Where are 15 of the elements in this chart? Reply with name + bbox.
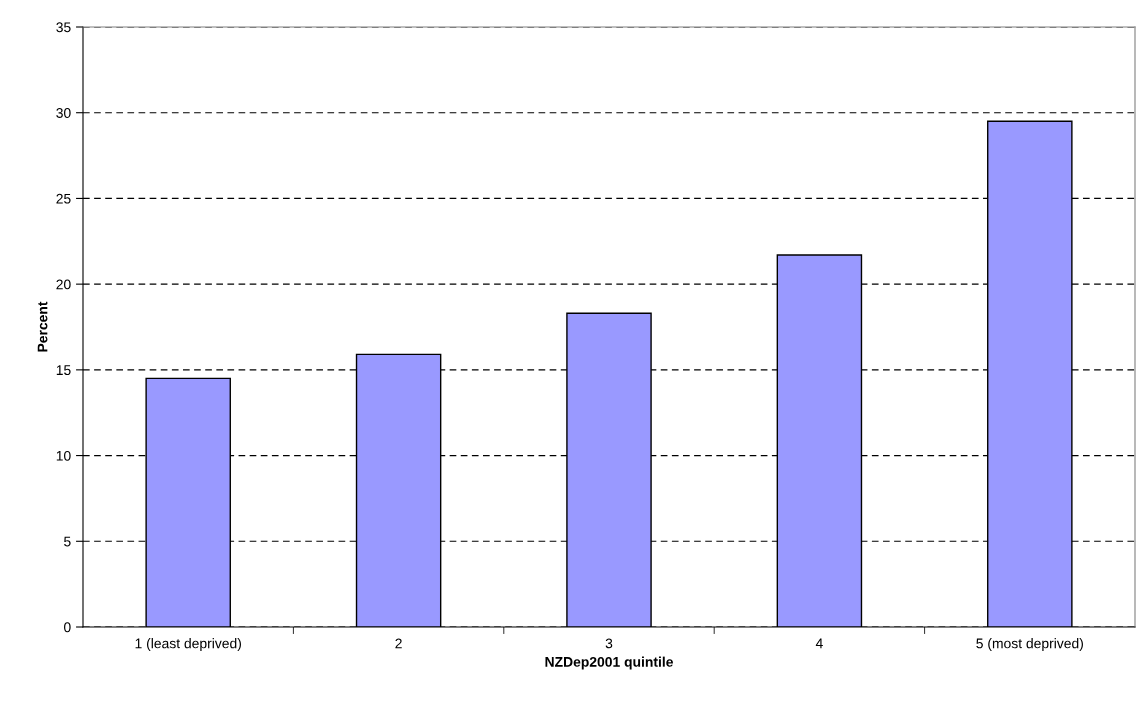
x-tick-label: 4	[815, 638, 823, 649]
y-axis-title: Percent	[37, 301, 48, 352]
y-tick-label: 0	[64, 622, 71, 633]
x-axis-title: NZDep2001 quintile	[545, 656, 673, 670]
x-tick-label: 1 (least deprived)	[135, 638, 241, 652]
x-tick-label: 2	[395, 638, 402, 649]
y-tick-label: 35	[56, 22, 71, 33]
y-tick-label: 30	[56, 108, 71, 118]
x-tick-label: 3	[605, 638, 613, 649]
y-tick-label: 25	[56, 193, 71, 204]
y-tick-label: 15	[56, 365, 71, 376]
y-tick-label: 5	[64, 536, 71, 547]
y-tick-label: 10	[56, 450, 71, 461]
y-tick-label: 20	[56, 279, 71, 290]
x-tick-label: 5 (most deprived)	[976, 638, 1083, 652]
